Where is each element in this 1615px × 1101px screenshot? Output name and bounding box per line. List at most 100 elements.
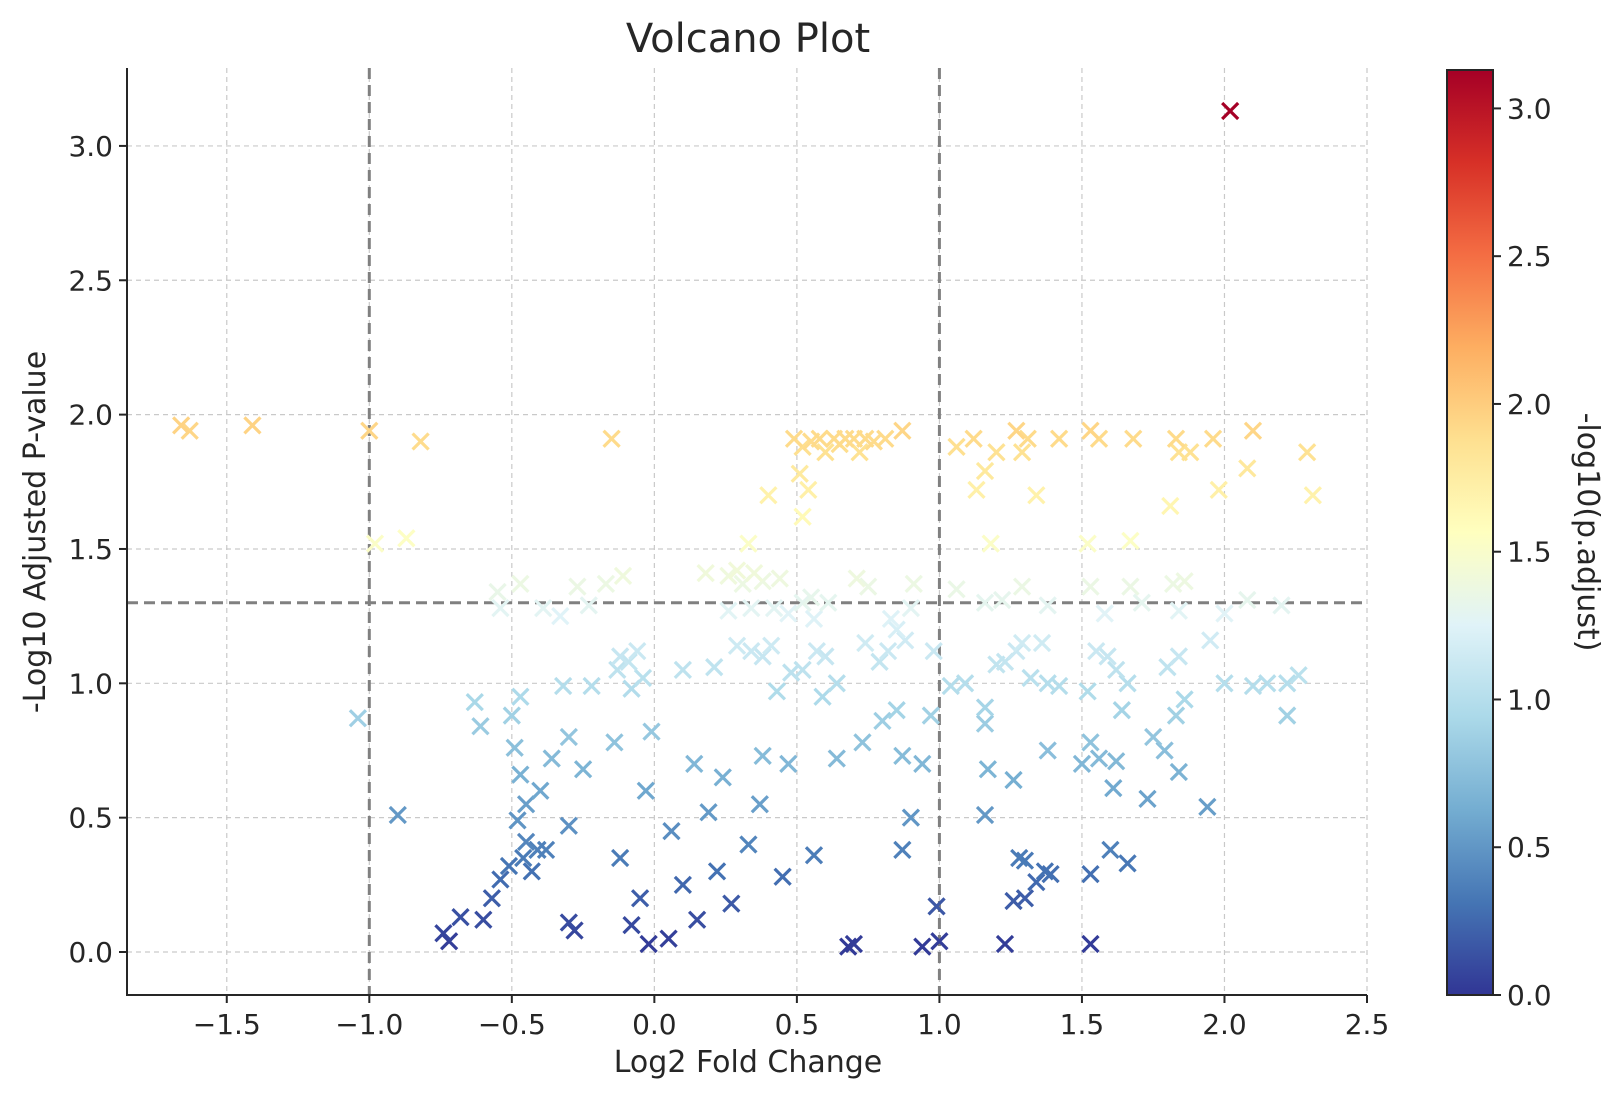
data-point [1012, 633, 1032, 653]
data-point [827, 674, 846, 693]
y-tick-label: 2.0 [68, 399, 113, 432]
data-point [947, 580, 966, 599]
y-tick-label: 2.5 [68, 264, 113, 297]
colorbar-tick-label: 1.5 [1507, 536, 1552, 569]
data-point [1303, 486, 1322, 505]
x-axis-ticks: −1.5 −1.0 −0.5 0.0 0.5 1.0 1.5 2.0 2.5 [193, 995, 1389, 1041]
data-point [819, 593, 838, 612]
data-point [847, 569, 866, 588]
data-point [705, 658, 724, 677]
data-point [816, 443, 835, 462]
data-point [1004, 891, 1023, 911]
colorbar-tick-label: 3.0 [1507, 92, 1552, 125]
data-point [488, 582, 507, 602]
data-point [1132, 593, 1151, 612]
data-point [947, 437, 966, 456]
data-point [687, 910, 707, 929]
data-point [499, 856, 519, 876]
data-point [744, 564, 764, 583]
data-point [505, 738, 524, 757]
data-point [622, 916, 641, 935]
data-point [1124, 429, 1143, 448]
data-point [471, 717, 490, 736]
data-point [1215, 604, 1234, 623]
data-point [514, 848, 533, 868]
data-point [1243, 676, 1263, 696]
data-point [893, 421, 912, 440]
data-point [568, 577, 587, 596]
data-point [1010, 848, 1029, 868]
data-point [719, 601, 738, 620]
data-point [1121, 577, 1140, 596]
data-point [1169, 601, 1188, 620]
data-point [779, 604, 798, 623]
data-point [1089, 749, 1109, 768]
data-point [1278, 674, 1297, 693]
data-point [1081, 934, 1100, 954]
data-point [878, 641, 898, 661]
y-tick-label: 1.5 [68, 533, 113, 566]
data-point [536, 840, 556, 860]
data-point [793, 660, 812, 680]
x-tick-label: 1.0 [917, 1008, 962, 1041]
x-tick-label: 2.5 [1345, 1008, 1390, 1041]
y-tick-label: 1.0 [68, 667, 113, 700]
data-point [790, 464, 809, 483]
data-point [1087, 641, 1106, 661]
data-point [605, 733, 624, 752]
data-point [975, 714, 995, 733]
data-point [836, 429, 855, 448]
data-point [511, 687, 530, 706]
data-point [1081, 421, 1100, 440]
data-point [522, 862, 541, 881]
data-point [893, 746, 912, 765]
y-tick-label: 0.0 [68, 936, 113, 969]
data-point [243, 416, 262, 435]
data-point [975, 698, 995, 717]
data-point [804, 846, 824, 865]
data-point [1289, 666, 1308, 685]
data-point [753, 746, 772, 765]
colorbar-tick-label: 0.0 [1507, 979, 1552, 1012]
data-point [1107, 752, 1126, 771]
colorbar-tick-label: 0.5 [1507, 831, 1552, 864]
data-point [1107, 660, 1126, 680]
data-point [388, 805, 407, 825]
data-point [975, 461, 995, 481]
x-tick-label: 1.5 [1060, 1008, 1105, 1041]
data-point [180, 421, 199, 440]
data-point [516, 832, 536, 851]
colorbar [1446, 69, 1494, 996]
data-point [1144, 727, 1163, 747]
data-point [887, 701, 906, 720]
data-point [975, 593, 995, 612]
data-point [793, 507, 812, 526]
plot-spines [126, 68, 1367, 996]
data-point [913, 754, 932, 774]
data-point [1175, 572, 1194, 591]
data-point [596, 574, 616, 594]
data-point [901, 598, 921, 618]
data-point [876, 429, 895, 448]
data-point [773, 867, 792, 886]
data-point [662, 821, 681, 841]
data-point [636, 781, 655, 800]
data-point [465, 692, 484, 712]
data-point [1298, 443, 1317, 462]
data-point [913, 937, 932, 956]
data-point [1104, 778, 1123, 798]
data-point [859, 577, 878, 596]
data-point [365, 534, 385, 553]
data-point [528, 840, 547, 860]
colorbar-label: -log10(p.adjust) [1570, 413, 1605, 652]
data-point [844, 934, 864, 954]
data-point [551, 607, 570, 626]
data-point [981, 534, 1000, 553]
data-point [1081, 864, 1100, 884]
data-point [1078, 534, 1097, 553]
data-point [1072, 754, 1092, 774]
data-point [1004, 770, 1023, 790]
data-point [1169, 647, 1188, 666]
data-point [739, 534, 758, 553]
